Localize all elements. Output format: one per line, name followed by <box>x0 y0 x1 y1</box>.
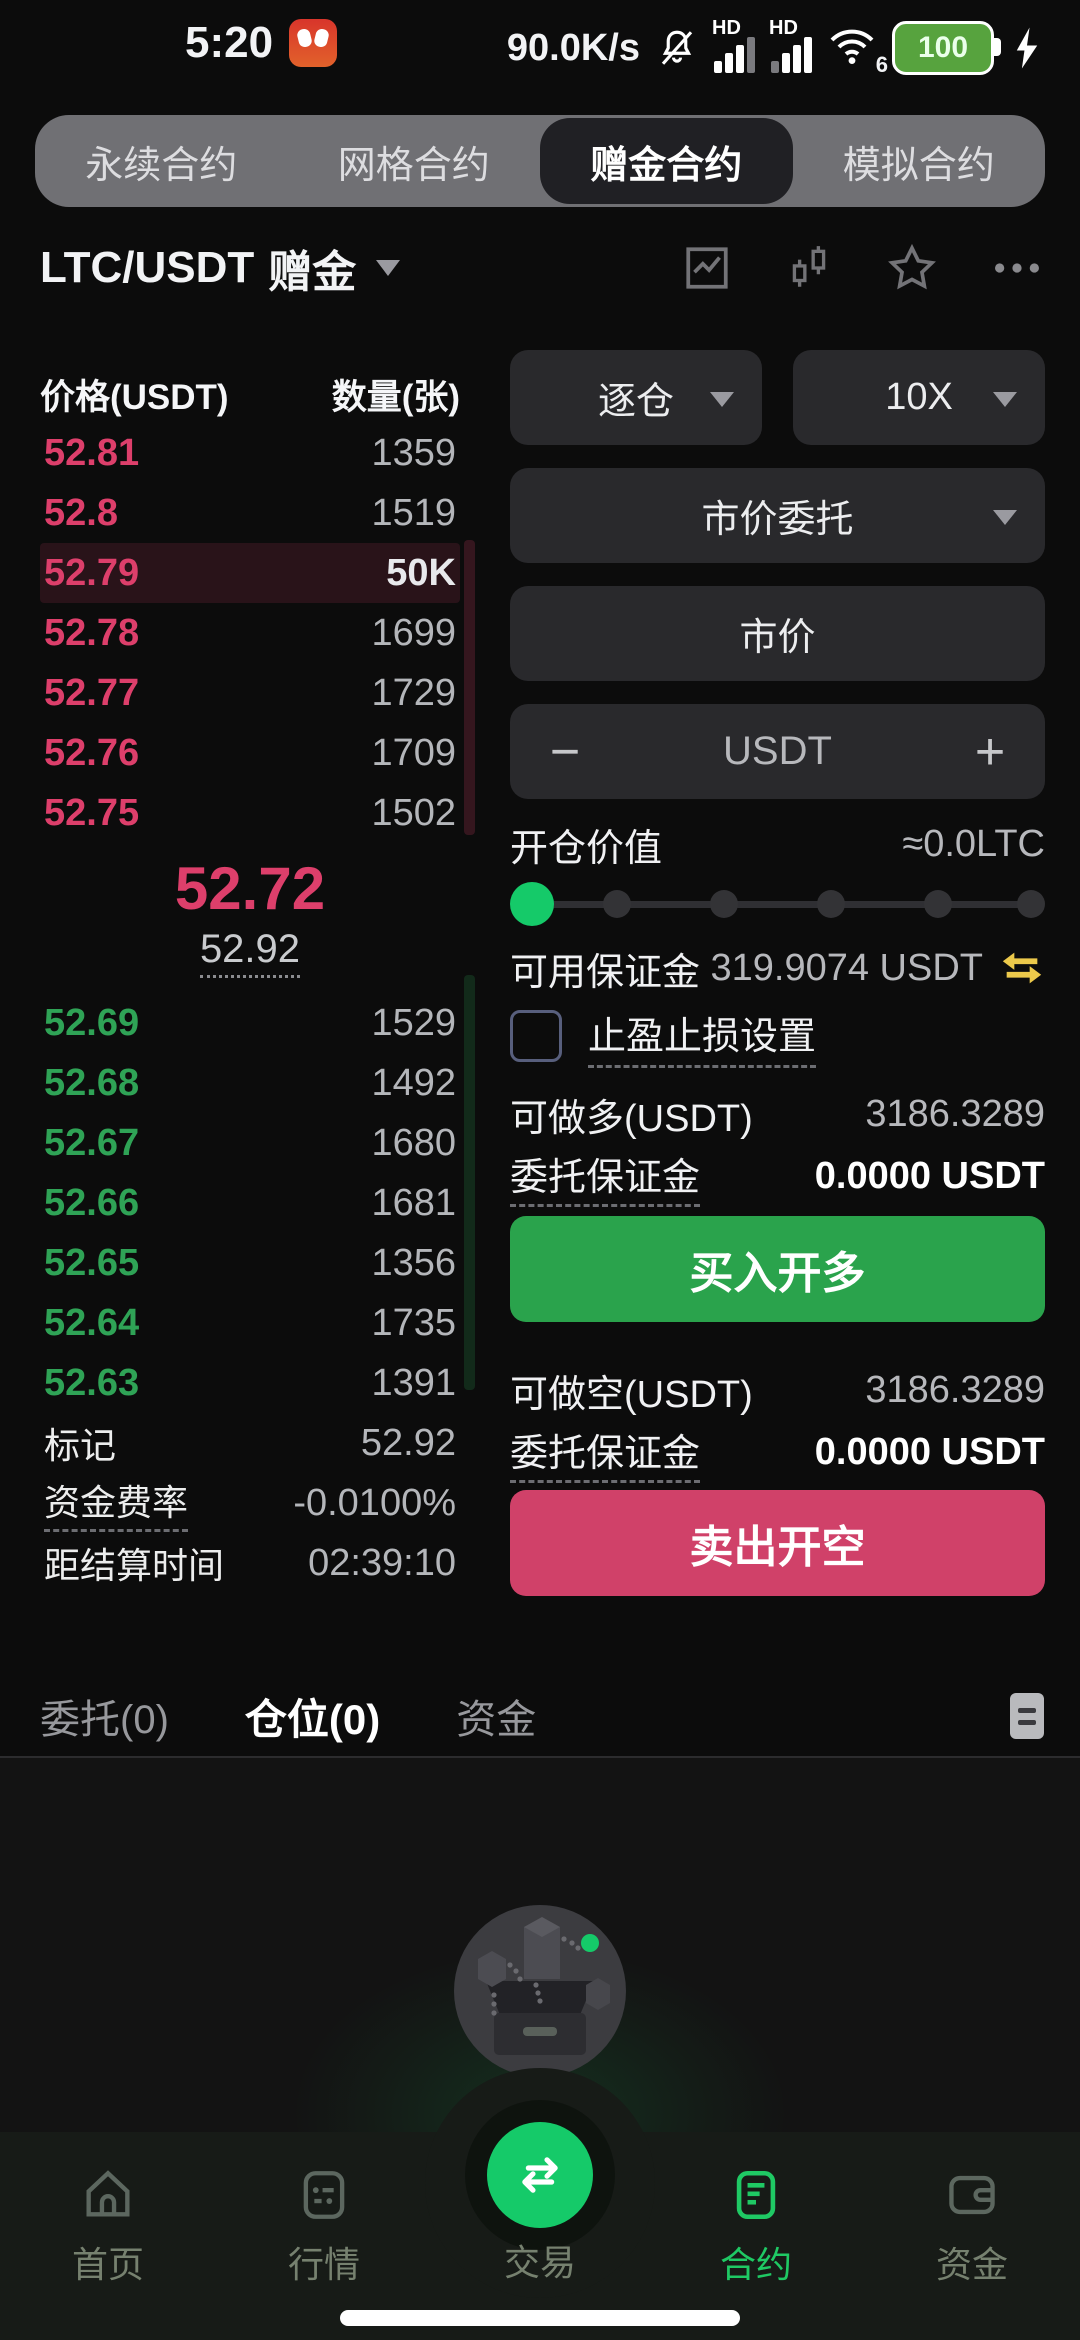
bid-depth-bar <box>464 975 475 1390</box>
order-history-icon[interactable] <box>1010 1693 1044 1739</box>
long-order-margin-row: 委托保证金 0.0000 USDT <box>510 1152 1045 1207</box>
chevron-down-icon <box>376 260 401 276</box>
buy-long-button[interactable]: 买入开多 <box>510 1216 1045 1322</box>
mark-price[interactable]: 52.92 <box>199 927 301 978</box>
chevron-down-icon <box>993 391 1017 407</box>
section-divider <box>0 1756 1080 1758</box>
candlestick-icon[interactable] <box>784 243 834 293</box>
tab-perpetual[interactable]: 永续合约 <box>85 144 238 187</box>
tpsl-row: 止盈止损设置 <box>510 1010 817 1068</box>
slider-knob[interactable] <box>510 882 554 926</box>
charging-bolt-icon <box>1016 27 1038 69</box>
amount-input[interactable]: USDT <box>723 729 832 773</box>
tpsl-checkbox[interactable] <box>510 1010 562 1062</box>
bid-row[interactable]: 52.64 1735 <box>44 1301 456 1344</box>
tab-funds[interactable]: 资金 <box>456 1698 537 1742</box>
chevron-down-icon <box>710 391 734 407</box>
ask-row[interactable]: 52.77 1729 <box>44 671 456 714</box>
tab-positions[interactable]: 仓位(0) <box>244 1695 381 1743</box>
pair-header: LTC/USDT 赠金 <box>40 232 1044 304</box>
ask-row[interactable]: 52.8 1519 <box>44 491 456 534</box>
bid-row[interactable]: 52.67 1680 <box>44 1121 456 1164</box>
network-speed: 90.0K/s <box>506 26 640 69</box>
open-value-row: 开仓价值 ≈0.0LTC <box>510 822 1045 870</box>
pair-tag: 赠金 <box>268 248 357 297</box>
home-icon <box>86 2170 130 2217</box>
nav-contracts[interactable]: 合约 <box>648 2166 864 2288</box>
funding-rate-row: 资金费率 -0.0100% <box>40 1473 460 1533</box>
ask-row[interactable]: 52.78 1699 <box>44 611 456 654</box>
status-bar: 5:20 90.0K/s HD HD <box>0 17 1080 78</box>
margin-mode-dropdown[interactable]: 逐仓 <box>510 350 762 445</box>
last-price-block: 52.72 52.92 <box>40 843 460 993</box>
bid-row[interactable]: 52.66 1681 <box>44 1181 456 1224</box>
bid-row[interactable]: 52.63 1391 <box>44 1361 456 1404</box>
transfer-icon[interactable] <box>999 950 1045 986</box>
settlement-countdown-row: 距结算时间 02:39:10 <box>44 1541 456 1587</box>
nav-markets[interactable]: 行情 <box>216 2166 432 2288</box>
ask-row[interactable]: 52.76 1709 <box>44 731 456 774</box>
swap-arrows-icon <box>522 2157 558 2193</box>
slider-track[interactable] <box>524 901 1031 908</box>
amount-stepper: − USDT + <box>510 704 1045 799</box>
nav-home[interactable]: 首页 <box>0 2166 216 2288</box>
sim1-signal-icon: HD <box>712 17 755 73</box>
ask-row[interactable]: 52.81 1359 <box>44 431 456 474</box>
order-book: 价格(USDT) 数量(张) 52.81 1359 52.8 1519 52.79 5… <box>40 365 475 1593</box>
trade-swap-button[interactable] <box>487 2122 593 2228</box>
more-options-icon[interactable] <box>990 243 1044 293</box>
home-indicator[interactable] <box>340 2310 740 2326</box>
clock: 5:20 <box>185 18 274 67</box>
tab-open-orders[interactable]: 委托(0) <box>40 1698 169 1742</box>
minus-button[interactable]: − <box>549 722 581 781</box>
battery-icon: 100 <box>892 21 1001 75</box>
empty-state-illustration <box>454 1905 626 2077</box>
max-short-row: 可做空(USDT) 3186.3289 <box>510 1368 1045 1416</box>
bid-row[interactable]: 52.68 1492 <box>44 1061 456 1104</box>
pair-symbol: LTC/USDT <box>40 243 255 292</box>
sim2-signal-icon: HD <box>769 17 812 73</box>
price-column-header: 价格(USDT) <box>40 377 229 417</box>
tab-grid[interactable]: 网格合约 <box>337 144 490 187</box>
qty-column-header: 数量(张) <box>331 377 460 417</box>
bid-row[interactable]: 52.65 1356 <box>44 1241 456 1284</box>
leverage-dropdown[interactable]: 10X <box>793 350 1045 445</box>
max-long-row: 可做多(USDT) 3186.3289 <box>510 1092 1045 1140</box>
ask-depth-bar <box>464 540 475 835</box>
tab-demo[interactable]: 模拟合约 <box>842 144 995 187</box>
sell-short-button[interactable]: 卖出开空 <box>510 1490 1045 1596</box>
nav-assets[interactable]: 资金 <box>864 2166 1080 2288</box>
bottom-nav: 首页 行情 交易 <box>0 2068 1080 2340</box>
plus-button[interactable]: + <box>974 722 1006 781</box>
app-notification-icon <box>289 19 338 67</box>
chevron-down-icon <box>993 509 1017 525</box>
bid-row[interactable]: 52.69 1529 <box>44 1001 456 1044</box>
ask-row[interactable]: 52.75 1502 <box>44 791 456 834</box>
wallet-icon <box>949 2175 995 2215</box>
trade-panel: 逐仓 10X 市价委托 市价 − USDT + 开仓价值 ≈0.0LTC 可 <box>510 350 1045 1640</box>
wifi-icon: 6 <box>828 25 888 77</box>
bell-muted-icon <box>661 30 693 65</box>
green-dot <box>581 1934 599 1952</box>
amount-slider[interactable] <box>510 882 1045 926</box>
contract-icon <box>736 2170 776 2220</box>
short-order-margin-row: 委托保证金 0.0000 USDT <box>510 1428 1045 1483</box>
order-type-dropdown[interactable]: 市价委托 <box>510 468 1045 563</box>
mark-price-row: 标记 52.92 <box>44 1421 456 1467</box>
ask-row-highlighted[interactable]: 52.79 50K <box>40 543 460 603</box>
tab-bonus[interactable]: 赠金合约 <box>540 118 793 204</box>
line-chart-icon[interactable] <box>682 243 732 293</box>
favorite-star-icon[interactable] <box>886 242 938 294</box>
last-price: 52.72 <box>174 854 326 922</box>
battery-percent: 100 <box>917 31 969 64</box>
price-field[interactable]: 市价 <box>510 586 1045 681</box>
tpsl-label[interactable]: 止盈止损设置 <box>588 1005 817 1068</box>
markets-icon <box>303 2171 345 2219</box>
pair-selector[interactable]: LTC/USDT 赠金 <box>40 236 401 300</box>
nav-trade[interactable]: 交易 <box>432 2122 648 2288</box>
contract-type-tabs: 永续合约 网格合约 赠金合约 模拟合约 <box>35 115 1045 207</box>
available-margin-row: 可用保证金 319.9074 USDT <box>510 944 1045 994</box>
position-tabs: 委托(0) 仓位(0) 资金 <box>40 1686 1044 1746</box>
